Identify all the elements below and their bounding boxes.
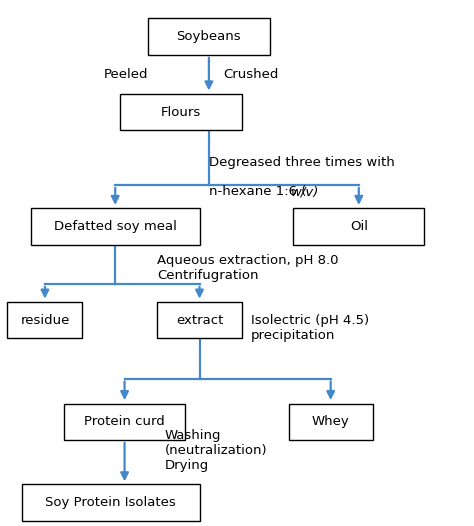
FancyBboxPatch shape — [8, 302, 82, 338]
Text: Soybeans: Soybeans — [177, 30, 241, 43]
Text: Protein curd: Protein curd — [84, 415, 165, 428]
Text: Isolectric (pH 4.5)
precipitation: Isolectric (pH 4.5) precipitation — [251, 314, 369, 342]
Text: Defatted soy meal: Defatted soy meal — [54, 220, 177, 233]
Text: residue: residue — [20, 313, 70, 327]
Text: w/v): w/v) — [291, 186, 319, 198]
Text: Aqueous extraction, pH 8.0
Centrifugration: Aqueous extraction, pH 8.0 Centrifugrati… — [157, 254, 339, 282]
FancyBboxPatch shape — [21, 484, 200, 521]
Text: extract: extract — [176, 313, 223, 327]
FancyBboxPatch shape — [293, 208, 424, 245]
Text: Flours: Flours — [161, 106, 201, 118]
Text: n-hexane 1:6 (: n-hexane 1:6 ( — [209, 186, 306, 198]
FancyBboxPatch shape — [64, 403, 185, 440]
FancyBboxPatch shape — [31, 208, 200, 245]
FancyBboxPatch shape — [289, 403, 373, 440]
Text: Washing
(neutralization)
Drying: Washing (neutralization) Drying — [164, 429, 267, 472]
Text: Soy Protein Isolates: Soy Protein Isolates — [45, 496, 176, 509]
Text: Oil: Oil — [350, 220, 368, 233]
FancyBboxPatch shape — [120, 94, 242, 130]
Text: Whey: Whey — [312, 415, 349, 428]
FancyBboxPatch shape — [148, 18, 270, 55]
Text: Peeled: Peeled — [103, 68, 148, 81]
FancyBboxPatch shape — [157, 302, 242, 338]
Text: Crushed: Crushed — [223, 68, 278, 81]
Text: Degreased three times with: Degreased three times with — [209, 156, 395, 169]
